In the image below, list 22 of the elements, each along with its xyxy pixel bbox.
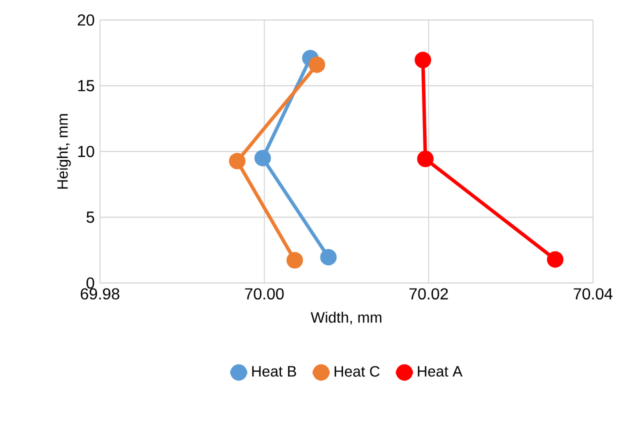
point — [417, 150, 434, 168]
y-tick-label: 5 — [86, 212, 94, 223]
point — [254, 150, 271, 166]
x-tick-label: 69.98 — [80, 288, 120, 300]
y-tick-label: 10 — [78, 146, 94, 158]
x-axis-title: Width, mm — [310, 312, 382, 324]
point — [546, 251, 564, 268]
x-tick-label: 70.02 — [409, 288, 448, 300]
y-tick-label: 0 — [86, 277, 94, 289]
legend-label: Heat C — [334, 366, 380, 377]
x-tick-label: 70.00 — [245, 288, 284, 300]
legend-label: Heat B — [252, 366, 296, 377]
y-tick-label: 15 — [78, 80, 94, 92]
legend-label: Heat A — [418, 366, 462, 377]
point — [414, 52, 432, 68]
y-axis-title: Height, mm — [56, 114, 71, 189]
point — [286, 252, 303, 268]
y-tick-label: 20 — [78, 14, 94, 26]
point — [320, 248, 337, 266]
point — [308, 56, 326, 73]
x-tick-label: 70.04 — [574, 288, 613, 300]
point — [228, 152, 246, 170]
